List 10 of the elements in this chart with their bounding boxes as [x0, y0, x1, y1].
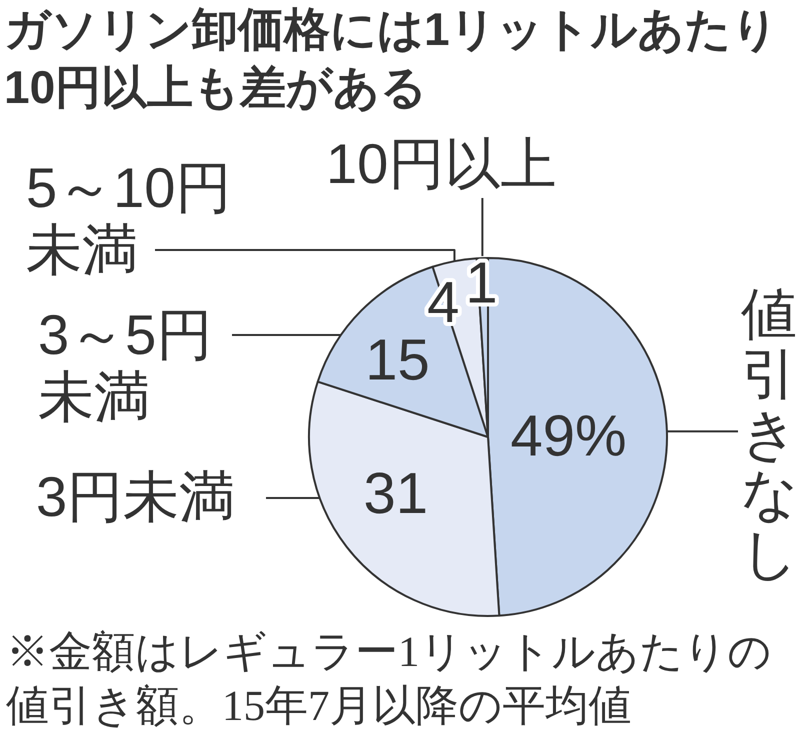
slice-label: 3円未満: [36, 465, 236, 528]
slice-label: 3～5円未満: [38, 303, 214, 428]
data-label: 31: [363, 460, 428, 526]
slice-label: 値引きなし: [741, 282, 799, 585]
data-label: 15: [365, 327, 430, 392]
slice-label: 5～10円未満: [26, 156, 232, 281]
text: ※金額はレギュラー1リットルあたりの値引き額。15年7月以降の平均値: [6, 628, 772, 732]
data-label: 49%: [510, 403, 627, 468]
slice-label: 10円以上: [326, 132, 556, 195]
chart-title: ガソリン卸価格には1リットルあたり10円以上も差がある: [4, 2, 780, 115]
